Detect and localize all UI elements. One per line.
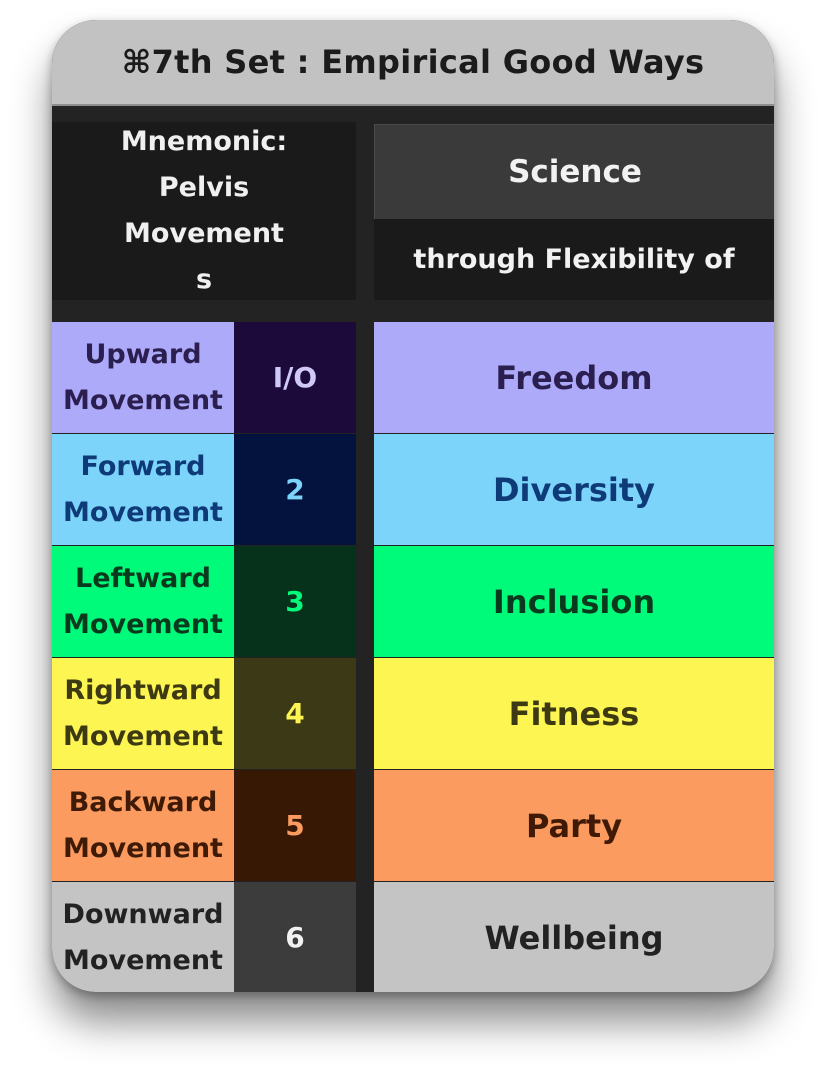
movement-label: Downward Movement <box>52 882 234 992</box>
movement-direction: Leftward <box>75 562 211 594</box>
movement-word: Movement <box>63 496 223 528</box>
row-divider <box>52 545 774 546</box>
value-cell: Inclusion <box>374 546 774 657</box>
row-number: 3 <box>234 546 356 657</box>
movement-direction: Backward <box>68 786 218 818</box>
movement-direction: Upward <box>84 338 202 370</box>
movement-word: Movement <box>63 944 223 976</box>
movement-word: Movement <box>63 608 223 640</box>
movement-row: Upward Movement I/O Freedom <box>52 322 774 433</box>
row-divider <box>52 433 774 434</box>
movement-direction: Forward <box>80 450 206 482</box>
movement-word: Movement <box>63 720 223 752</box>
movement-label: Upward Movement <box>52 322 234 433</box>
value-cell: Fitness <box>374 658 774 769</box>
movement-direction: Rightward <box>64 674 222 706</box>
row-number: 4 <box>234 658 356 769</box>
movement-row: Leftward Movement 3 Inclusion <box>52 546 774 657</box>
movement-label: Forward Movement <box>52 434 234 545</box>
row-number: 2 <box>234 434 356 545</box>
movement-word: Movement <box>63 384 223 416</box>
row-divider <box>52 881 774 882</box>
row-number: I/O <box>234 322 356 433</box>
movement-label: Leftward Movement <box>52 546 234 657</box>
set-card: ⌘7th Set : Empirical Good Ways Mnemonic:… <box>52 20 774 992</box>
movement-word: Movement <box>63 832 223 864</box>
movement-row: Backward Movement 5 Party <box>52 770 774 881</box>
card-title: ⌘7th Set : Empirical Good Ways <box>52 20 774 106</box>
value-cell: Diversity <box>374 434 774 545</box>
movement-direction: Downward <box>62 898 224 930</box>
value-cell: Freedom <box>374 322 774 433</box>
mnemonic-line: Pelvis <box>158 172 250 203</box>
through-flexibility-header: through Flexibility of <box>374 219 774 300</box>
row-divider <box>52 657 774 658</box>
science-header: Science <box>374 124 774 221</box>
mnemonic-line: s <box>195 264 213 295</box>
row-number: 6 <box>234 882 356 992</box>
mnemonic-line: Movement <box>124 218 284 249</box>
row-divider <box>52 769 774 770</box>
movement-label: Backward Movement <box>52 770 234 881</box>
value-cell: Party <box>374 770 774 881</box>
mnemonic-line: Mnemonic: <box>120 126 288 157</box>
movement-row: Downward Movement 6 Wellbeing <box>52 882 774 992</box>
movement-row: Rightward Movement 4 Fitness <box>52 658 774 769</box>
row-number: 5 <box>234 770 356 881</box>
mnemonic-header: Mnemonic: Pelvis Movement s <box>52 122 356 300</box>
movement-label: Rightward Movement <box>52 658 234 769</box>
movement-row: Forward Movement 2 Diversity <box>52 434 774 545</box>
value-cell: Wellbeing <box>374 882 774 992</box>
